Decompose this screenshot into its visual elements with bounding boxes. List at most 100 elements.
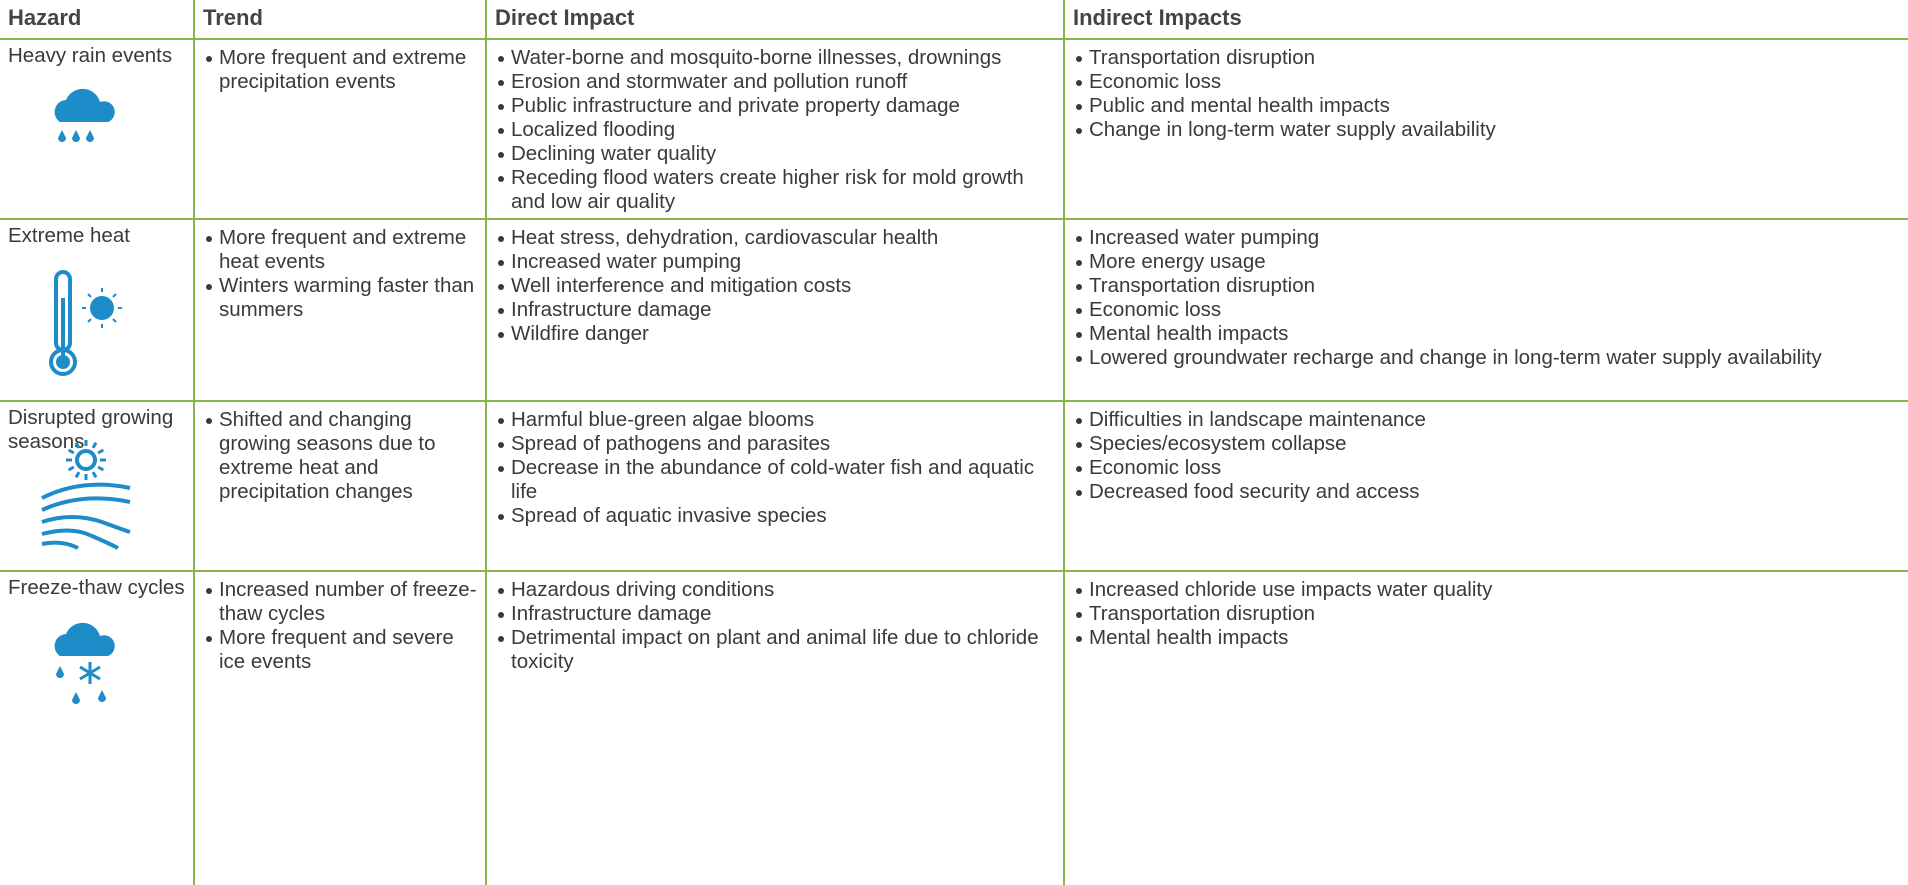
- bullet-dot: [1076, 260, 1082, 266]
- bullet-text: Species/ecosystem collapse: [1089, 432, 1347, 455]
- bullet-list: Increased chloride use impacts water qua…: [1073, 578, 1900, 650]
- bullet-item: Lowered groundwater recharge and change …: [1073, 346, 1900, 370]
- bullet-item: More frequent and extreme heat events: [203, 226, 477, 274]
- bullet-dot: [1076, 308, 1082, 314]
- bullet-text: Harmful blue-green algae blooms: [511, 408, 815, 431]
- bullet-list: Increased water pumping More energy usage…: [1073, 226, 1900, 370]
- bullet-text: Lowered groundwater recharge and change …: [1089, 346, 1822, 369]
- bullet-item: More frequent and severe ice events: [203, 626, 477, 674]
- bullet-list: Heat stress, dehydration, cardiovascular…: [495, 226, 1055, 346]
- bullet-dot: [1076, 56, 1082, 62]
- bullet-text: Increased water pumping: [511, 250, 742, 273]
- trend-cell: More frequent and extreme heat events Win…: [195, 220, 487, 402]
- bullet-item: Declining water quality: [495, 142, 1055, 166]
- bullet-item: Detrimental impact on plant and animal l…: [495, 626, 1055, 674]
- hazard-name: Heavy rain events: [8, 44, 173, 67]
- bullet-item: Shifted and changing growing seasons due…: [203, 408, 477, 504]
- bullet-item: Public and mental health impacts: [1073, 94, 1900, 118]
- bullet-item: Infrastructure damage: [495, 602, 1055, 626]
- bullet-item: Hazardous driving conditions: [495, 578, 1055, 602]
- bullet-item: Well interference and mitigation costs: [495, 274, 1055, 298]
- bullet-list: Harmful blue-green algae blooms Spread of…: [495, 408, 1055, 528]
- bullet-text: Declining water quality: [511, 142, 717, 165]
- direct-cell: Water-borne and mosquito-borne illnesses…: [487, 40, 1065, 220]
- bullet-dot: [498, 418, 504, 424]
- bullet-text: More energy usage: [1089, 250, 1266, 273]
- bullet-dot: [1076, 104, 1082, 110]
- bullet-dot: [1076, 332, 1082, 338]
- bullet-dot: [498, 152, 504, 158]
- bullet-text: Hazardous driving conditions: [511, 578, 775, 601]
- hazard-cell: Disrupted growing seasons: [0, 402, 195, 572]
- bullet-text: Economic loss: [1089, 298, 1222, 321]
- hazard-name: Freeze-thaw cycles: [8, 576, 185, 599]
- bullet-text: Heat stress, dehydration, cardiovascular…: [511, 226, 939, 249]
- bullet-text: Well interference and mitigation costs: [511, 274, 852, 297]
- freeze-icon: [54, 622, 115, 704]
- bullet-dot: [498, 260, 504, 266]
- bullet-item: Decrease in the abundance of cold-water …: [495, 456, 1055, 504]
- bullet-item: Difficulties in landscape maintenance: [1073, 408, 1900, 432]
- bullet-dot: [498, 80, 504, 86]
- bullet-text: Change in long-term water supply availab…: [1089, 118, 1496, 141]
- bullet-dot: [498, 176, 504, 182]
- bullet-dot: [498, 332, 504, 338]
- bullet-dot: [498, 308, 504, 314]
- bullet-text: Transportation disruption: [1089, 46, 1316, 69]
- bullet-dot: [498, 466, 504, 472]
- bullet-item: Mental health impacts: [1073, 626, 1900, 650]
- bullet-text: Decreased food security and access: [1089, 480, 1420, 503]
- column-header: Hazard: [0, 0, 195, 40]
- bullet-item: Economic loss: [1073, 70, 1900, 94]
- bullet-text: Economic loss: [1089, 70, 1222, 93]
- bullet-item: Decreased food security and access: [1073, 480, 1900, 504]
- bullet-list: Water-borne and mosquito-borne illnesses…: [495, 46, 1055, 214]
- bullet-dot: [498, 56, 504, 62]
- bullet-item: Species/ecosystem collapse: [1073, 432, 1900, 456]
- trend-cell: Shifted and changing growing seasons due…: [195, 402, 487, 572]
- bullet-text: Difficulties in landscape maintenance: [1089, 408, 1426, 431]
- bullet-text: Spread of aquatic invasive species: [511, 504, 827, 527]
- bullet-dot: [206, 56, 212, 62]
- bullet-text: Receding flood waters create higher risk…: [511, 166, 1024, 213]
- bullet-dot: [206, 636, 212, 642]
- bullet-text: Detrimental impact on plant and animal l…: [511, 626, 1039, 673]
- trend-cell: Increased number of freeze-thaw cycles Mo…: [195, 572, 487, 885]
- hazard-name: Extreme heat: [8, 224, 130, 247]
- bullet-text: More frequent and severe ice events: [219, 626, 454, 673]
- bullet-item: More energy usage: [1073, 250, 1900, 274]
- bullet-dot: [1076, 236, 1082, 242]
- bullet-item: Spread of pathogens and parasites: [495, 432, 1055, 456]
- bullet-list: Shifted and changing growing seasons due…: [203, 408, 477, 504]
- bullet-dot: [498, 284, 504, 290]
- bullet-dot: [498, 612, 504, 618]
- bullet-list: More frequent and extreme heat events Win…: [203, 226, 477, 322]
- bullet-item: Spread of aquatic invasive species: [495, 504, 1055, 528]
- bullet-text: Water-borne and mosquito-borne illnesses…: [511, 46, 1002, 69]
- bullet-item: Localized flooding: [495, 118, 1055, 142]
- bullet-text: Transportation disruption: [1089, 274, 1316, 297]
- bullet-dot: [1076, 80, 1082, 86]
- bullet-list: Increased number of freeze-thaw cycles Mo…: [203, 578, 477, 674]
- bullet-dot: [498, 636, 504, 642]
- bullet-item: Increased chloride use impacts water qua…: [1073, 578, 1900, 602]
- bullet-dot: [498, 588, 504, 594]
- rain-icon: [54, 88, 115, 142]
- heat-icon: [49, 270, 122, 376]
- bullet-dot: [1076, 442, 1082, 448]
- bullet-item: Receding flood waters create higher risk…: [495, 166, 1055, 214]
- bullet-text: Wildfire danger: [511, 322, 649, 345]
- bullet-text: More frequent and extreme heat events: [219, 226, 467, 273]
- bullet-list: Hazardous driving conditions Infrastructu…: [495, 578, 1055, 674]
- bullet-item: Winters warming faster than summers: [203, 274, 477, 322]
- bullet-item: Change in long-term water supply availab…: [1073, 118, 1900, 142]
- bullet-list: Difficulties in landscape maintenance Spe…: [1073, 408, 1900, 504]
- bullet-text: Spread of pathogens and parasites: [511, 432, 831, 455]
- bullet-dot: [1076, 284, 1082, 290]
- bullet-item: Transportation disruption: [1073, 274, 1900, 298]
- bullet-dot: [498, 236, 504, 242]
- hazard-cell: Extreme heat: [0, 220, 195, 402]
- bullet-dot: [498, 104, 504, 110]
- indirect-cell: Increased water pumping More energy usage…: [1065, 220, 1908, 402]
